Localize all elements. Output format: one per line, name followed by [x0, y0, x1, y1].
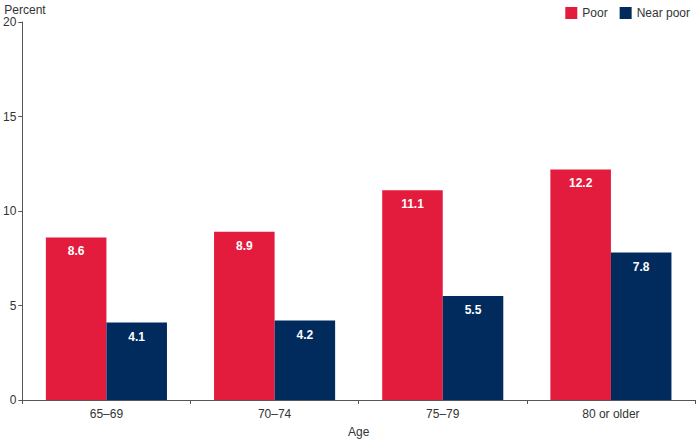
svg-text:0: 0: [10, 393, 17, 407]
svg-text:11.1: 11.1: [401, 197, 424, 211]
svg-text:12.2: 12.2: [569, 176, 593, 190]
svg-text:20: 20: [3, 15, 17, 29]
svg-text:10: 10: [3, 204, 17, 218]
svg-text:70–74: 70–74: [258, 407, 292, 421]
svg-text:4.1: 4.1: [128, 330, 145, 344]
svg-text:Age: Age: [348, 425, 370, 439]
svg-text:4.2: 4.2: [297, 328, 314, 342]
svg-text:5: 5: [10, 299, 17, 313]
svg-text:8.9: 8.9: [236, 239, 253, 253]
svg-text:65–69: 65–69: [90, 407, 124, 421]
svg-text:8.6: 8.6: [68, 244, 85, 258]
svg-text:15: 15: [3, 110, 17, 124]
svg-text:7.8: 7.8: [633, 260, 650, 274]
svg-text:Poor: Poor: [582, 6, 607, 20]
svg-text:80 or older: 80 or older: [582, 407, 639, 421]
svg-text:5.5: 5.5: [465, 303, 482, 317]
svg-text:Percent: Percent: [4, 3, 46, 17]
svg-text:Near poor: Near poor: [637, 6, 690, 20]
svg-text:75–79: 75–79: [426, 407, 460, 421]
